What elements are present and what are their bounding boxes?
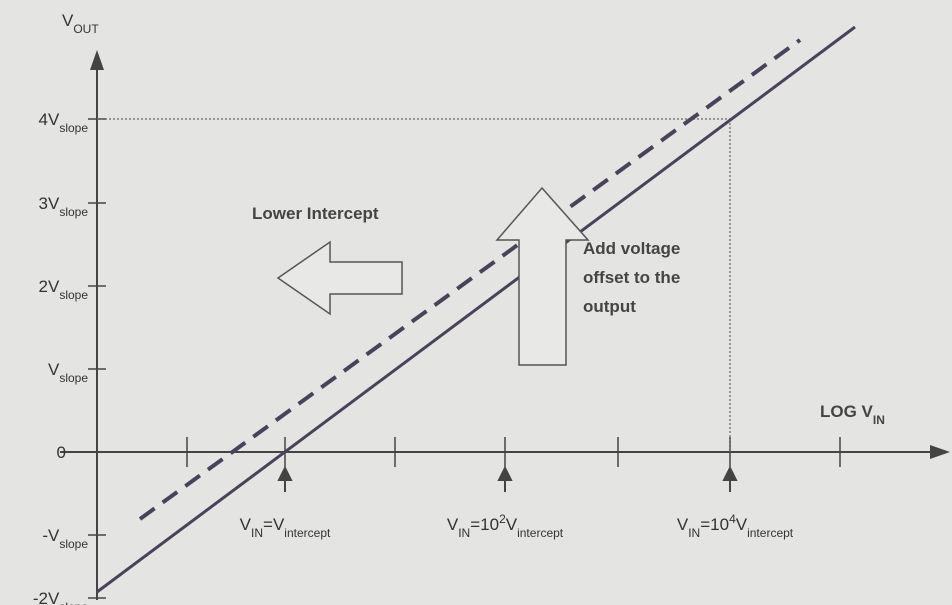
text-part: V (62, 11, 74, 30)
subscript: IN (251, 526, 263, 540)
marker-arrows (277, 465, 738, 492)
text-part: =10 (700, 515, 729, 534)
y-tick-label: -2Vslope (33, 589, 88, 605)
marker-label: VIN=102Vintercept (447, 512, 564, 540)
subscript: IN (458, 526, 470, 540)
text-part: V (48, 360, 60, 379)
supscript: 2 (499, 512, 506, 526)
up-arrow (495, 186, 590, 366)
subscript: slope (59, 205, 88, 219)
marker-label: VIN=Vintercept (240, 515, 331, 540)
axes (60, 68, 935, 600)
y-tick-label: Vslope (48, 360, 88, 385)
guide-lines (97, 118, 731, 452)
subscript: IN (688, 526, 700, 540)
transfer-line (96, 25, 856, 594)
text-part: V (677, 515, 689, 534)
y-tick-label: -Vslope (42, 526, 88, 551)
text-part: -V (42, 526, 60, 545)
subscript: slope (59, 288, 88, 302)
y-tick-label: 0 (57, 443, 66, 462)
marker-label: VIN=104Vintercept (677, 512, 794, 540)
subscript: intercept (747, 526, 794, 540)
subscript: slope (59, 371, 88, 385)
y-tick-label: 3Vslope (39, 194, 89, 219)
subscript: slope (59, 600, 88, 605)
subscript: intercept (284, 526, 331, 540)
y-tick-label: 2Vslope (39, 277, 89, 302)
shifted-line (138, 38, 802, 521)
lower-intercept: Lower Intercept (252, 204, 379, 223)
x-axis-label: LOG VIN (820, 402, 885, 427)
text-part: =10 (470, 515, 499, 534)
x-axis-arrow (930, 445, 950, 459)
text-part: V (447, 515, 459, 534)
text-part: V (736, 515, 748, 534)
text-part: =V (263, 515, 285, 534)
subscript: IN (873, 413, 885, 427)
subscript: slope (59, 537, 88, 551)
y-axis-label: VOUT (62, 11, 99, 36)
text-part: LOG V (820, 402, 874, 421)
supscript: 4 (729, 512, 736, 526)
offset-line: output (583, 297, 636, 316)
text-part: -2V (33, 589, 60, 605)
offset-line: offset to the (583, 268, 680, 287)
text-part: 4V (39, 110, 60, 129)
text-part: V (506, 515, 518, 534)
subscript: slope (59, 121, 88, 135)
subscript: intercept (517, 526, 564, 540)
text-part: V (240, 515, 252, 534)
offset-line: Add voltage (583, 239, 680, 258)
text-part: 3V (39, 194, 60, 213)
text-part: 0 (57, 443, 66, 462)
subscript: OUT (73, 22, 99, 36)
left-arrow (276, 240, 403, 316)
y-axis-arrow (90, 50, 104, 70)
y-tick-label: 4Vslope (39, 110, 89, 135)
text-part: 2V (39, 277, 60, 296)
